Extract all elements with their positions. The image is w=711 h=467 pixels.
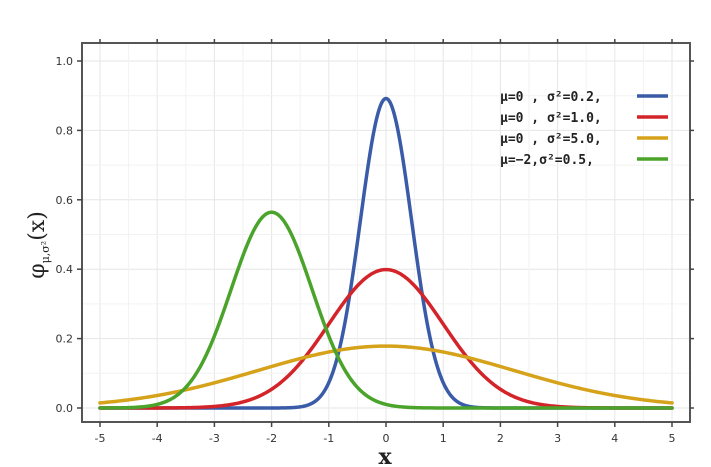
y-tick-label: 0.8 [56,124,74,137]
y-axis-title-subscript: μ,σ² [39,241,52,264]
x-tick-label: 0 [383,432,390,445]
x-tick-label: 1 [440,432,447,445]
y-axis-title-argument: (x) [25,211,50,241]
x-axis-title: x [378,444,392,467]
x-tick-label: 4 [611,432,618,445]
y-tick-label: 0.0 [56,402,74,415]
y-tick-label: 0.6 [56,194,74,207]
x-tick-label: 3 [554,432,561,445]
y-tick-label: 0.2 [56,333,74,346]
x-tick-label: -5 [95,432,106,445]
series-line [98,210,674,410]
x-tick-label: -3 [209,432,220,445]
x-tick-label: -4 [152,432,163,445]
ticks: -5 -4 -3 -2 -1 0 1 2 3 4 5 0.0 0.2 0.4 0.6 0.8 1.0 [56,39,694,445]
series-group [98,96,674,410]
legend-label: μ=0 , σ²=0.2, [500,90,602,105]
x-tick-label: 5 [669,432,676,445]
y-axis-title: φμ,σ²(x) [25,211,52,279]
x-tick-label: -2 [266,432,277,445]
legend-label: μ=0 , σ²=1.0, [500,111,602,126]
y-tick-label: 0.4 [56,263,74,276]
series-line [98,344,674,405]
svg-text:φμ,σ²(x): φμ,σ²(x) [25,211,52,279]
legend-label: μ=0 , σ²=5.0, [500,132,602,147]
y-tick-label: 1.0 [56,55,74,68]
x-tick-label: 2 [497,432,504,445]
x-tick-label: -1 [323,432,334,445]
legend: μ=0 , σ²=0.2, μ=0 , σ²=1.0, μ=0 , σ²=5.0, μ… [500,90,668,168]
y-axis-title-symbol: φ [25,263,50,278]
legend-label: μ=−2,σ²=0.5, [500,153,594,168]
